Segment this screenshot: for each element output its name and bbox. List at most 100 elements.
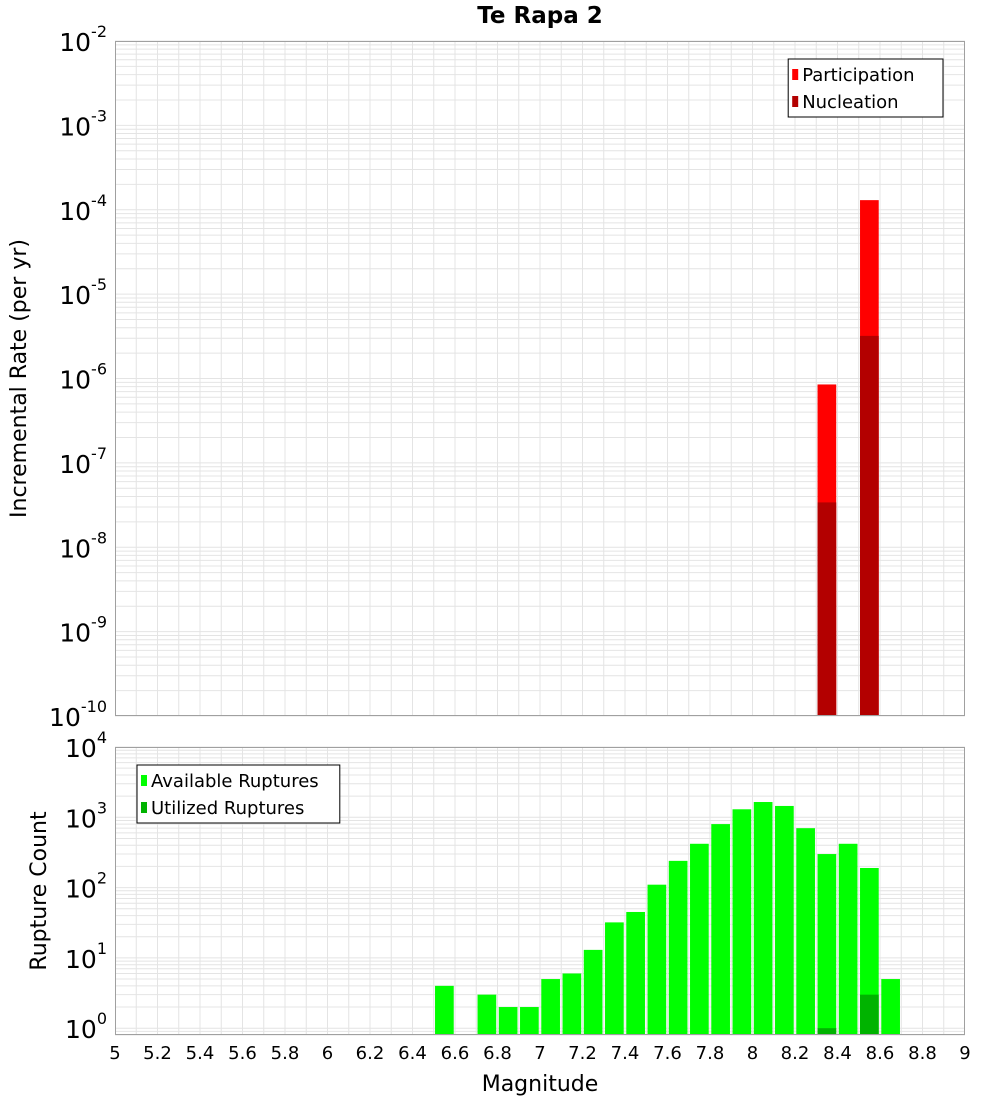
legend: Participation Nucleation <box>787 58 944 118</box>
x-tick-label: 5.8 <box>271 1043 300 1064</box>
y-tick-exponent: 1 <box>97 939 107 958</box>
y-tick-label: 102 <box>65 869 107 904</box>
y-tick-base: 10 <box>65 804 97 833</box>
y-tick-exponent: 2 <box>97 869 107 888</box>
chart-title: Te Rapa 2 <box>477 3 602 29</box>
bar <box>775 805 794 1035</box>
series-utilized-ruptures <box>817 994 879 1035</box>
y-tick-label: 103 <box>65 798 107 833</box>
legend-label: Nucleation <box>802 92 898 113</box>
y-tick-base: 10 <box>49 703 81 732</box>
y-tick-exponent: -6 <box>91 360 107 379</box>
y-tick-base: 10 <box>59 281 91 310</box>
bar <box>562 973 582 1035</box>
bar <box>817 1028 837 1035</box>
y-tick-base: 10 <box>59 112 91 141</box>
y-tick-label: 10-3 <box>59 106 107 141</box>
y-tick-exponent: -7 <box>91 444 107 463</box>
y-tick-base: 10 <box>59 28 91 57</box>
legend-swatch <box>792 96 799 107</box>
y-tick-label: 101 <box>65 939 107 974</box>
y-tick-base: 10 <box>59 197 91 226</box>
bar <box>435 985 454 1035</box>
legend-swatch <box>792 69 799 80</box>
x-tick-label: 6.2 <box>356 1043 385 1064</box>
x-tick-label: 6.6 <box>441 1043 470 1064</box>
x-tick-label: 5.2 <box>143 1043 172 1064</box>
y-tick-label: 10-10 <box>49 697 107 732</box>
legend-label: Available Ruptures <box>151 771 319 792</box>
x-tick-label: 5 <box>109 1043 120 1064</box>
x-tick-label: 7.8 <box>696 1043 725 1064</box>
y-tick-exponent: -3 <box>91 106 107 125</box>
y-tick-base: 10 <box>59 366 91 395</box>
x-tick-label: 7.4 <box>611 1043 640 1064</box>
y-tick-label: 10-2 <box>59 22 107 57</box>
x-tick-label: 8.2 <box>781 1043 810 1064</box>
y-axis-label: Rupture Count <box>27 811 52 971</box>
y-tick-label: 10-7 <box>59 444 107 479</box>
bar <box>860 335 879 716</box>
bar <box>860 867 879 1035</box>
bar <box>753 802 773 1035</box>
y-tick-exponent: -5 <box>91 275 107 294</box>
bar <box>626 911 645 1035</box>
y-tick-exponent: 0 <box>97 1009 107 1028</box>
bar <box>520 1007 539 1035</box>
y-tick-exponent: -4 <box>91 191 107 210</box>
y-tick-label: 10-8 <box>59 528 107 563</box>
y-tick-base: 10 <box>59 534 91 563</box>
bar <box>838 843 858 1035</box>
series-nucleation <box>817 335 879 716</box>
legend-box <box>787 58 944 118</box>
bar <box>796 828 815 1035</box>
x-tick-label: 8.6 <box>866 1043 895 1064</box>
bar <box>541 979 560 1035</box>
legend-box <box>136 764 341 824</box>
bar <box>881 979 900 1035</box>
x-tick-label: 7.6 <box>653 1043 682 1064</box>
rate-panel: 10-210-310-410-510-610-710-810-910-10Inc… <box>7 3 965 732</box>
plot-border <box>115 41 965 716</box>
y-tick-label: 10-6 <box>59 360 107 395</box>
y-tick-label: 100 <box>65 1009 107 1044</box>
y-tick-base: 10 <box>65 945 97 974</box>
x-tick-label: 8.8 <box>908 1043 937 1064</box>
y-tick-exponent: 3 <box>97 798 107 817</box>
bar <box>605 922 624 1035</box>
x-tick-label: 9 <box>959 1043 970 1064</box>
x-tick-label: 6 <box>322 1043 333 1064</box>
x-tick-label: 7 <box>534 1043 545 1064</box>
legend-label: Utilized Ruptures <box>151 798 304 819</box>
x-tick-label: 8 <box>747 1043 758 1064</box>
bar <box>817 854 837 1035</box>
bar <box>817 502 837 716</box>
y-tick-base: 10 <box>65 875 97 904</box>
x-tick-label: 8.4 <box>823 1043 852 1064</box>
legend: Available Ruptures Utilized Ruptures <box>136 764 341 824</box>
y-tick-exponent: 4 <box>97 728 107 747</box>
plot-border <box>115 747 965 1035</box>
y-tick-base: 10 <box>59 619 91 648</box>
y-tick-exponent: -8 <box>91 528 107 547</box>
bar <box>647 884 667 1035</box>
bar <box>732 809 752 1035</box>
y-tick-exponent: -2 <box>91 22 107 41</box>
bar <box>690 843 709 1035</box>
y-axis-label: Incremental Rate (per yr) <box>7 239 32 518</box>
bar <box>583 949 603 1035</box>
y-tick-label: 10-9 <box>59 613 107 648</box>
bar <box>477 994 497 1035</box>
bar <box>668 860 688 1035</box>
x-tick-label: 5.4 <box>186 1043 215 1064</box>
bar <box>711 824 730 1035</box>
y-tick-label: 10-5 <box>59 275 107 310</box>
series-available-ruptures <box>435 802 900 1035</box>
y-tick-label: 10-4 <box>59 191 107 226</box>
y-tick-label: 104 <box>65 728 107 763</box>
y-tick-base: 10 <box>59 450 91 479</box>
x-tick-label: 6.4 <box>398 1043 427 1064</box>
x-axis-label: Magnitude <box>482 1072 599 1097</box>
